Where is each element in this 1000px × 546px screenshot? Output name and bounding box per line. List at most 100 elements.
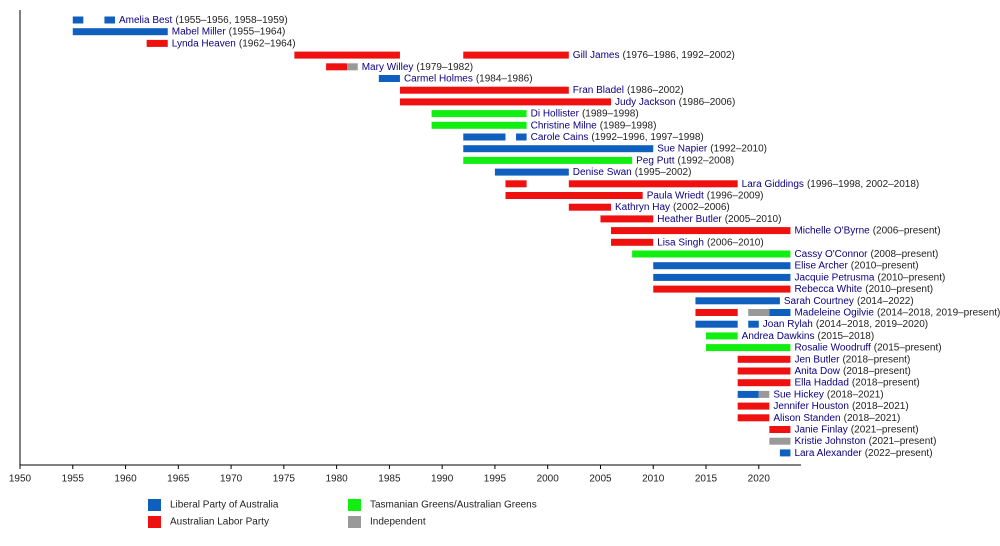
- member-label: Di Hollister (1989–1998): [531, 108, 639, 119]
- member-name[interactable]: Jennifer Houston: [773, 401, 849, 412]
- term-bar: [399, 98, 612, 106]
- member-name[interactable]: Carole Cains: [531, 132, 589, 143]
- x-tick-label: 1955: [62, 474, 85, 485]
- member-name[interactable]: Heather Butler: [657, 214, 722, 225]
- legend-swatch: [348, 516, 361, 528]
- member-name[interactable]: Judy Jackson: [615, 97, 676, 108]
- member-name[interactable]: Elise Archer: [794, 260, 848, 271]
- member-term: (1989–1998): [600, 120, 657, 131]
- member-term: (2015–present): [874, 342, 942, 353]
- member-name[interactable]: Paula Wriedt: [647, 190, 704, 201]
- member-name[interactable]: Lara Alexander: [794, 448, 862, 459]
- term-bar: [653, 262, 791, 270]
- x-tick-label: 2020: [748, 474, 771, 485]
- member-name[interactable]: Jacquie Petrusma: [794, 272, 874, 283]
- member-term: (2018–2021): [827, 389, 884, 400]
- member-name[interactable]: Alison Standen: [773, 412, 840, 423]
- member-term: (2010–present): [851, 260, 919, 271]
- x-tick-label: 1980: [325, 474, 348, 485]
- member-label: Lara Alexander (2022–present): [794, 448, 932, 459]
- member-name[interactable]: Mabel Miller: [172, 26, 227, 37]
- member-name[interactable]: Kristie Johnston: [794, 436, 865, 447]
- member-name[interactable]: Sarah Courtney: [784, 295, 854, 306]
- legend-label: Tasmanian Greens/Australian Greens: [370, 500, 537, 511]
- member-label: Paula Wriedt (1996–2009): [647, 190, 764, 201]
- member-term: (2014–2018, 2019–present): [877, 307, 1000, 318]
- term-bar: [695, 309, 738, 316]
- term-bar: [695, 297, 780, 305]
- term-bar: [399, 86, 569, 94]
- member-label: Denise Swan (1995–2002): [573, 167, 692, 178]
- member-term: (2022–present): [865, 448, 933, 459]
- member-name[interactable]: Mary Willey: [362, 61, 414, 72]
- x-tick-label: 1975: [273, 474, 296, 485]
- term-bar: [326, 63, 348, 71]
- member-name[interactable]: Anita Dow: [794, 366, 840, 377]
- member-label: Janie Finlay (2021–present): [794, 424, 918, 435]
- x-tick-label: 2015: [695, 474, 718, 485]
- member-label: Carmel Holmes (1984–1986): [404, 73, 533, 84]
- member-label: Rosalie Woodruff (2015–present): [794, 342, 941, 353]
- member-name[interactable]: Andrea Dawkins: [742, 331, 815, 342]
- member-name[interactable]: Carmel Holmes: [404, 73, 473, 84]
- term-bar: [706, 344, 791, 352]
- member-name[interactable]: Joan Rylah: [763, 319, 813, 330]
- term-bar: [516, 133, 527, 141]
- member-term: (1996–2009): [707, 190, 764, 201]
- member-name[interactable]: Rebecca White: [794, 284, 862, 295]
- x-tick-label: 1985: [378, 474, 401, 485]
- term-bar: [431, 121, 527, 129]
- member-name[interactable]: Rosalie Woodruff: [794, 342, 871, 353]
- member-name[interactable]: Jen Butler: [794, 354, 840, 365]
- member-term: (2014–2022): [857, 295, 914, 306]
- member-term: (2010–present): [877, 272, 945, 283]
- member-name[interactable]: Fran Bladel: [573, 85, 624, 96]
- member-name[interactable]: Di Hollister: [531, 108, 580, 119]
- member-label: Kristie Johnston (2021–present): [794, 436, 936, 447]
- member-label: Peg Putt (1992–2008): [636, 155, 734, 166]
- member-name[interactable]: Christine Milne: [531, 120, 598, 131]
- member-name[interactable]: Kathryn Hay: [615, 202, 670, 213]
- member-name[interactable]: Lynda Heaven: [172, 38, 236, 49]
- term-bar: [737, 367, 791, 375]
- member-name[interactable]: Peg Putt: [636, 155, 675, 166]
- x-tick-label: 2005: [589, 474, 612, 485]
- member-term: (1996–1998, 2002–2018): [807, 178, 919, 189]
- member-term: (2018–present): [843, 366, 911, 377]
- member-name[interactable]: Sue Napier: [657, 143, 708, 154]
- member-name[interactable]: Cassy O'Connor: [794, 249, 868, 260]
- member-name[interactable]: Janie Finlay: [794, 424, 847, 435]
- term-bar: [695, 320, 738, 328]
- x-tick-label: 1950: [9, 474, 32, 485]
- member-label: Lara Giddings (1996–1998, 2002–2018): [742, 178, 920, 189]
- member-label: Anita Dow (2018–present): [794, 366, 910, 377]
- x-tick-label: 1965: [167, 474, 190, 485]
- term-bar: [737, 355, 791, 363]
- member-term: (2014–2018, 2019–2020): [816, 319, 928, 330]
- member-name[interactable]: Lisa Singh: [657, 237, 704, 248]
- member-name[interactable]: Denise Swan: [573, 167, 632, 178]
- x-tick-label: 1990: [431, 474, 454, 485]
- member-label: Lynda Heaven (1962–1964): [172, 38, 296, 49]
- x-tick-label: 2010: [642, 474, 665, 485]
- term-bar: [72, 28, 168, 36]
- member-name[interactable]: Ella Haddad: [794, 377, 848, 388]
- member-term: (1962–1964): [239, 38, 296, 49]
- member-label: Lisa Singh (2006–2010): [657, 237, 763, 248]
- member-name[interactable]: Lara Giddings: [742, 178, 804, 189]
- member-label: Kathryn Hay (2002–2006): [615, 202, 730, 213]
- member-name[interactable]: Madeleine Ogilvie: [794, 307, 874, 318]
- member-name[interactable]: Sue Hickey: [773, 389, 824, 400]
- member-name[interactable]: Gill James: [573, 50, 620, 61]
- legend-swatch: [148, 516, 161, 528]
- member-label: Madeleine Ogilvie (2014–2018, 2019–presen…: [794, 307, 1000, 318]
- member-term: (2021–present): [851, 424, 919, 435]
- term-bar: [737, 414, 770, 422]
- term-bar: [632, 250, 791, 258]
- member-name[interactable]: Michelle O'Byrne: [794, 225, 870, 236]
- member-term: (2015–2018): [817, 331, 874, 342]
- member-label: Jen Butler (2018–present): [794, 354, 910, 365]
- member-name[interactable]: Amelia Best: [119, 15, 173, 26]
- member-label: Jacquie Petrusma (2010–present): [794, 272, 945, 283]
